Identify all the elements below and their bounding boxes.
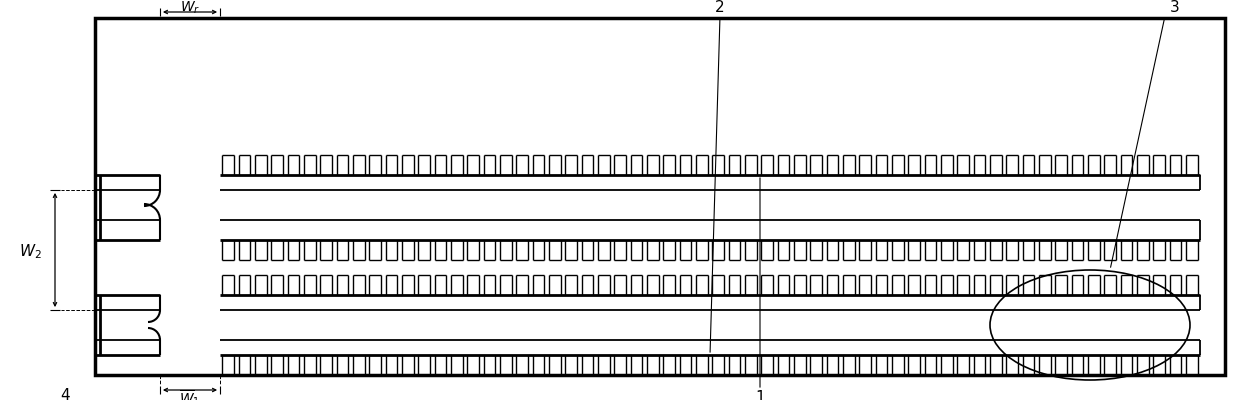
- Bar: [95, 18, 1225, 375]
- Text: $W_2$: $W_2$: [19, 243, 41, 261]
- Text: 3: 3: [1171, 0, 1180, 16]
- Text: $\overline{W}_r$: $\overline{W}_r$: [180, 0, 200, 16]
- Text: $\overline{W}_1$: $\overline{W}_1$: [180, 388, 201, 400]
- Text: 4: 4: [61, 388, 69, 400]
- Text: 1: 1: [755, 390, 765, 400]
- Text: 2: 2: [715, 0, 725, 16]
